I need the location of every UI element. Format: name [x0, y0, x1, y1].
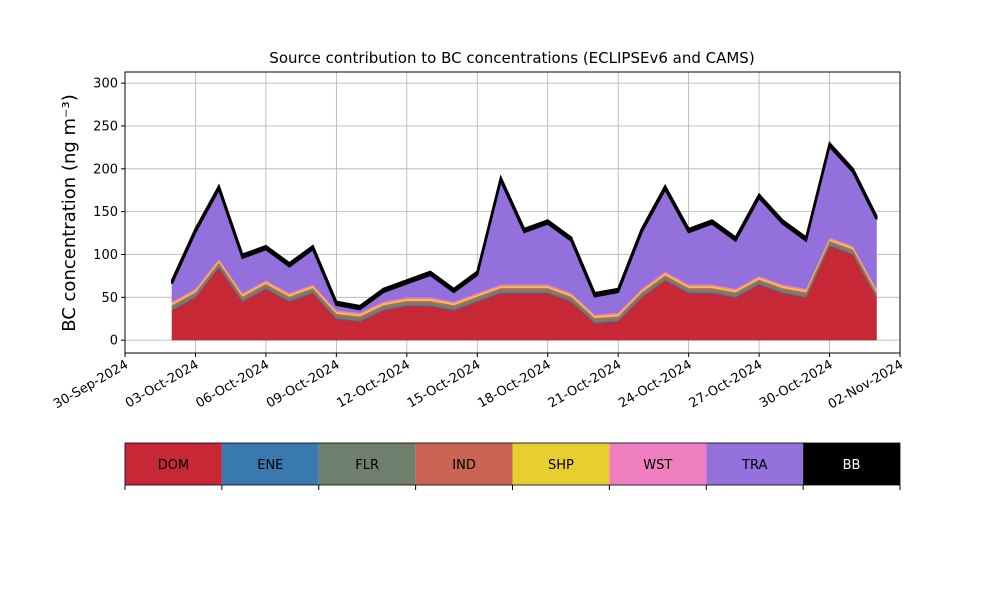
y-axis-label: BC concentration (ng m⁻³) — [59, 94, 80, 332]
y-tick-label: 250 — [93, 119, 118, 134]
x-tick-label: 21-Oct-2024 — [546, 357, 624, 411]
legend-label: IND — [452, 458, 476, 473]
x-tick-label: 30-Sep-2024 — [51, 357, 131, 412]
x-tick-label: 03-Oct-2024 — [123, 357, 201, 411]
legend-swatch — [125, 443, 222, 485]
y-tick-label: 0 — [110, 334, 118, 349]
y-tick-label: 50 — [101, 291, 118, 306]
legend-swatch — [706, 443, 804, 485]
legend-swatch — [803, 443, 900, 485]
y-tick-label: 150 — [93, 205, 118, 220]
y-tick-label: 300 — [93, 77, 118, 92]
legend-swatch — [221, 443, 319, 485]
area — [170, 141, 878, 311]
x-tick-label: 27-Oct-2024 — [687, 357, 765, 411]
plot-frame — [124, 71, 901, 354]
x-tick-label: 12-Oct-2024 — [334, 357, 412, 411]
legend-label: DOM — [158, 458, 189, 473]
x-tick-label: 02-Nov-2024 — [826, 357, 906, 412]
y-tick-label: 200 — [93, 162, 118, 177]
chart-title: Source contribution to BC concentrations… — [269, 49, 754, 67]
legend-swatch — [415, 443, 513, 485]
legend-label: BB — [843, 458, 861, 473]
legend-swatch — [512, 443, 610, 485]
x-tick-label: 06-Oct-2024 — [194, 357, 272, 411]
x-tick-label: 18-Oct-2024 — [475, 357, 553, 411]
legend-label: ENE — [257, 458, 283, 473]
y-tick-label: 100 — [93, 248, 118, 263]
legend-swatch — [609, 443, 707, 485]
legend-swatch — [318, 443, 416, 485]
legend-label: WST — [643, 458, 672, 473]
legend-label: TRA — [741, 458, 767, 473]
legend-label: SHP — [548, 458, 574, 473]
x-tick-label: 09-Oct-2024 — [264, 357, 342, 411]
x-tick-label: 30-Oct-2024 — [757, 357, 835, 411]
x-tick-label: 24-Oct-2024 — [616, 357, 694, 411]
legend-label: FLR — [355, 458, 379, 473]
x-tick-label: 15-Oct-2024 — [405, 357, 483, 411]
